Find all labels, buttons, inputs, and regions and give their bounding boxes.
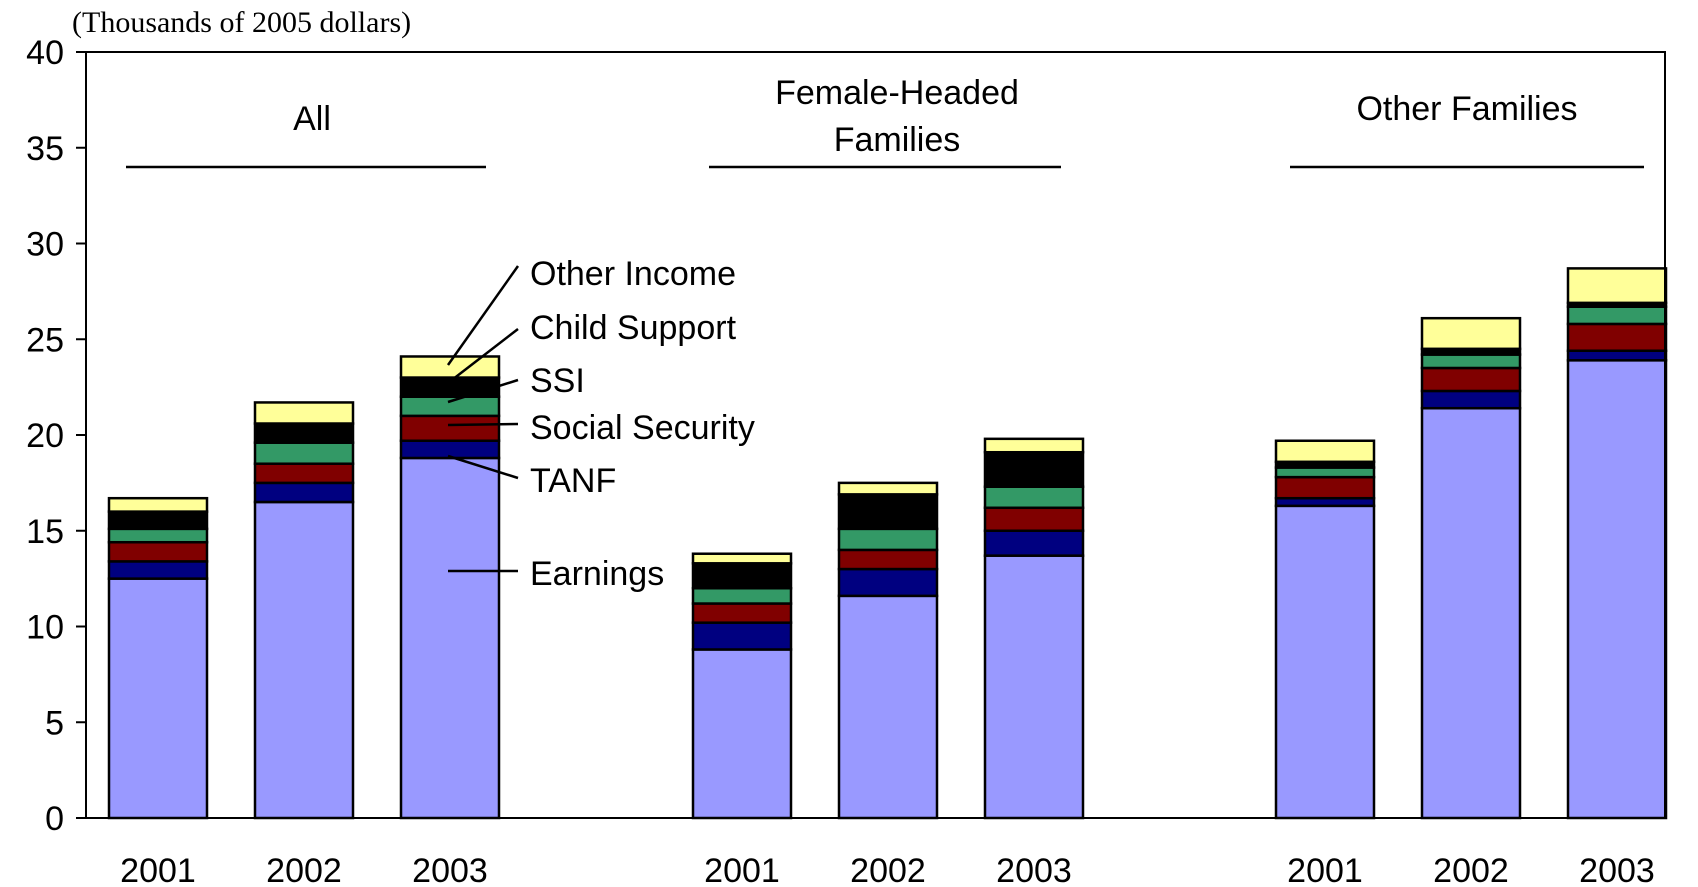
bar-segment-earnings — [837, 594, 939, 820]
bar-segment-other-income — [1566, 267, 1668, 305]
group-label: Female-Headed — [775, 74, 1019, 112]
bar-segment-earnings — [399, 456, 501, 820]
legend-leader-other-income — [446, 265, 520, 366]
group-headers: All Female-Headed Families Other Families — [126, 74, 1644, 169]
legend-label-tanf: TANF — [530, 462, 616, 500]
y-tick-label: 0 — [45, 800, 64, 838]
bar-segment-ssi — [983, 485, 1085, 510]
bar-segment-social-security — [837, 548, 939, 571]
x-tick-label: 2001 — [1287, 852, 1363, 887]
bar-segment-other-income — [399, 355, 501, 379]
bar-segment-ssi — [399, 395, 501, 418]
bar-segment-child-support — [253, 422, 355, 444]
bar-segment-ssi — [1566, 305, 1668, 326]
legend-label-other-income: Other Income — [530, 255, 736, 293]
x-tick-label: 2001 — [120, 852, 196, 887]
bar-segment-tanf — [1566, 349, 1668, 362]
bar-segment-social-security — [1274, 475, 1376, 500]
x-tick-label: 2002 — [266, 852, 342, 887]
bar-segment-other-income — [253, 401, 355, 425]
x-tick-label: 2003 — [996, 852, 1072, 887]
bar-segment-social-security — [253, 462, 355, 485]
bar-segment-social-security — [399, 414, 501, 442]
bar-segment-social-security — [691, 602, 793, 624]
legend-annotations: Earnings TANF Social Security SSI Child Supp… — [446, 255, 755, 593]
group-label: Families — [834, 121, 961, 159]
x-tick-label: 2002 — [1433, 852, 1509, 887]
y-tick-label: 5 — [45, 704, 64, 742]
bar-segment-other-income — [1420, 316, 1522, 351]
bar-segment-social-security — [1566, 322, 1668, 352]
bar-segment-other-income — [837, 481, 939, 496]
bar-segment-ssi — [253, 441, 355, 465]
legend-label-child-support: Child Support — [530, 309, 737, 347]
x-axis: 2001 2002 2003 2001 2002 2003 2001 2002 2003 — [120, 852, 1655, 887]
bar-segment-earnings — [1420, 406, 1522, 820]
legend-leader-social-security — [447, 422, 519, 427]
bar-segment-child-support — [107, 510, 209, 531]
bar-segment-other-income — [691, 552, 793, 565]
bars-layer — [107, 267, 1668, 820]
bar-segment-tanf — [983, 529, 1085, 557]
bar-segment-earnings — [983, 554, 1085, 820]
x-tick-label: 2002 — [850, 852, 926, 887]
bar-segment-other-income — [107, 496, 209, 513]
bar-segment-tanf — [253, 481, 355, 504]
bar-segment-ssi — [107, 527, 209, 544]
bar-segment-child-support — [691, 562, 793, 590]
bar-segment-tanf — [1420, 389, 1522, 410]
y-tick-label: 15 — [26, 513, 64, 551]
x-tick-label: 2001 — [704, 852, 780, 887]
legend-leader-child-support — [447, 328, 519, 384]
x-tick-label: 2003 — [412, 852, 488, 887]
y-axis: 0 5 10 15 20 25 30 35 40 — [26, 34, 86, 838]
bar-segment-ssi — [1420, 353, 1522, 370]
legend-label-social-security: Social Security — [530, 409, 755, 447]
bar-segment-ssi — [837, 527, 939, 552]
bar-segment-earnings — [1274, 504, 1376, 820]
legend-label-earnings: Earnings — [530, 555, 664, 593]
bar-segment-social-security — [107, 540, 209, 563]
bar-segment-child-support — [837, 493, 939, 531]
y-tick-label: 25 — [26, 321, 64, 359]
bar-segment-ssi — [1274, 466, 1376, 479]
bar-segment-ssi — [691, 586, 793, 605]
bar-segment-other-income — [983, 437, 1085, 454]
x-tick-label: 2003 — [1579, 852, 1655, 887]
bar-segment-earnings — [1566, 359, 1668, 820]
legend-label-ssi: SSI — [530, 362, 585, 400]
y-tick-label: 30 — [26, 226, 64, 264]
bar-segment-earnings — [107, 577, 209, 820]
bar-segment-tanf — [837, 567, 939, 598]
bar-segment-tanf — [107, 560, 209, 580]
bar-segment-earnings — [691, 648, 793, 820]
group-label: All — [293, 100, 331, 138]
bar-segment-other-income — [1274, 439, 1376, 464]
y-tick-label: 10 — [26, 609, 64, 647]
y-tick-label: 40 — [26, 34, 64, 72]
y-tick-label: 35 — [26, 130, 64, 168]
bar-segment-earnings — [253, 500, 355, 820]
units-label: (Thousands of 2005 dollars) — [72, 6, 411, 39]
bar-segment-social-security — [983, 506, 1085, 532]
legend-leader-tanf — [447, 454, 519, 480]
bar-segment-social-security — [1420, 366, 1522, 393]
bar-segment-child-support — [983, 450, 1085, 488]
group-label: Other Families — [1356, 90, 1577, 128]
legend-leader-ssi — [447, 378, 519, 404]
y-tick-label: 20 — [26, 417, 64, 455]
bar-segment-tanf — [691, 621, 793, 651]
